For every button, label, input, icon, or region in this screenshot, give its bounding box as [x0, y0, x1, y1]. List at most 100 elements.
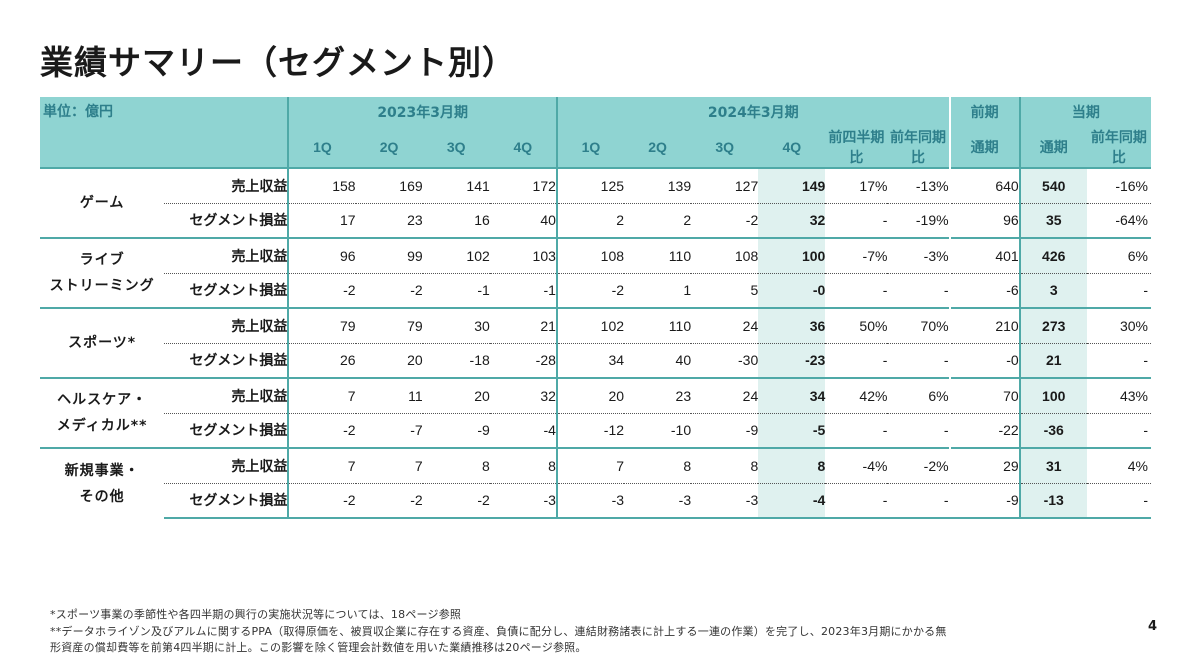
metric-label: セグメント損益: [164, 412, 289, 448]
segment-name: スポーツ*: [40, 307, 165, 378]
footnote-1: *スポーツ事業の季節性や各四半期の興行の実施状況等については、18ページ参照: [50, 608, 462, 621]
fy24-q2-value: 110: [624, 237, 692, 273]
segment-name-line: ライブ: [79, 252, 125, 268]
segment-summary-table: 単位：億円 2023年3月期 2024年3月期 前期 当期 1Q 2Q 3Q 4…: [40, 97, 1151, 519]
fy23-q2-value: 20: [355, 342, 423, 378]
table-header: 単位：億円 2023年3月期 2024年3月期 前期 当期 1Q 2Q 3Q 4…: [40, 97, 1151, 168]
table-row: セグメント損益 -2 -2 -2 -3 -3 -3 -3 -4- - -9 -13-: [40, 482, 1151, 519]
table-row: ライブ ストリーミング 売上収益 96 99 102 103 108 110 108 100 -7% -…: [40, 237, 1151, 308]
fy23-q3-value: -2: [422, 482, 490, 519]
fy24-q3-value: 24: [691, 307, 759, 343]
fy24-q1-value: 102: [555, 307, 625, 343]
fy24-q3-value: -3: [691, 482, 759, 519]
yoy-value: 6%: [887, 377, 950, 413]
yoy-value: -13%: [887, 167, 950, 203]
fy24-q2-value: 110: [624, 307, 692, 343]
fy24-q3-header: 3Q: [691, 127, 759, 168]
cur-yoy-value: -16%: [1086, 167, 1151, 203]
segment-name-line: メディカル**: [56, 418, 148, 434]
fy23-q2-value: 23: [355, 202, 423, 238]
segment-name-line: 新規事業・: [64, 462, 140, 479]
table-body: ゲーム 売上収益 158 169 141 172 125 139 127 149 17% -13% 64…: [40, 167, 1151, 519]
prev-period-header: 前期: [948, 97, 1020, 127]
fy23-q3-value: 141: [422, 167, 490, 203]
fy23-q1-value: 158: [287, 167, 356, 203]
prev-full-year-value: -9: [948, 482, 1020, 519]
fy23-q2-value: -2: [355, 482, 423, 519]
fy23-q3-value: 102: [422, 237, 490, 273]
fy24-q4-header: 4Q: [758, 127, 826, 168]
fy23-q4-value: 21: [489, 307, 557, 343]
fy24-q1-value: 34: [555, 342, 625, 378]
qoq-value: -4%: [825, 447, 888, 483]
fy23-q2-value: 99: [355, 237, 423, 273]
fy23-q4-value: 103: [489, 237, 557, 273]
yoy-header: 前年同期比: [887, 127, 950, 168]
fy23-q4-header: 4Q: [489, 127, 557, 168]
fy23-q3-value: -9: [422, 412, 490, 448]
fy23-q2-value: -7: [355, 412, 423, 448]
table-row: セグメント損益 -2 -7 -9 -4 -12 -10 -9 -5- - -22 -36-: [40, 412, 1151, 448]
footnote-2: **データホライゾン及びアルムに関するPPA（取得原価を、被買収企業に存在する資…: [50, 625, 947, 638]
fy23-q1-value: 7: [287, 447, 356, 483]
yoy-value: -: [887, 412, 950, 448]
fy24-q3-value: 108: [691, 237, 759, 273]
fy24-q2-value: 23: [624, 377, 692, 413]
fy23-q4-value: -4: [489, 412, 557, 448]
fy23-q2-value: -2: [355, 272, 423, 308]
segment-name-line: その他: [79, 488, 125, 505]
fy24-q3-value: 127: [691, 167, 759, 203]
cur-yoy-value: -: [1086, 412, 1151, 448]
fy24-q3-value: -30: [691, 342, 759, 378]
cur-yoy-value: -: [1086, 482, 1151, 519]
fy24-q3-value: -2: [691, 202, 759, 238]
fy23-q4-value: 172: [489, 167, 557, 203]
fy23-q4-value: -1: [489, 272, 557, 308]
table-row: スポーツ* 売上収益 79 79 30 21 102 110 24 36 50% 70% 210 273 3…: [40, 307, 1151, 378]
table-row: ゲーム 売上収益 158 169 141 172 125 139 127 149 17% -13% 64…: [40, 167, 1151, 238]
fy23-q3-value: 30: [422, 307, 490, 343]
fy23-q2-header: 2Q: [355, 127, 423, 168]
fy23-q4-value: 40: [489, 202, 557, 238]
cur-yoy-value: 30%: [1086, 307, 1151, 343]
cur-full-year-value: -13: [1018, 482, 1087, 519]
segment-name: ゲーム: [40, 167, 165, 238]
fy23-q2-value: 169: [355, 167, 423, 203]
segment-name-line: ゲーム: [79, 195, 125, 211]
prev-full-year-value: 210: [948, 307, 1020, 343]
cur-full-year-header: 通期: [1018, 127, 1087, 168]
fy24-q4-value: -0: [758, 272, 826, 308]
yoy-value: -: [887, 272, 950, 308]
prev-full-year-header: 通期: [948, 127, 1020, 168]
metric-label: 売上収益: [164, 237, 289, 273]
fy23-q4-value: -3: [489, 482, 557, 519]
qoq-value: -: [825, 272, 888, 308]
footnote-3: 形資産の償却費等を前第4四半期に計上。この影響を除く管理会計数値を用いた業績推移…: [50, 641, 587, 654]
yoy-value: 70%: [887, 307, 950, 343]
qoq-value: -7%: [825, 237, 888, 273]
fy24-q1-header: 1Q: [555, 127, 625, 168]
cur-full-year-value: 100: [1018, 377, 1087, 413]
table-row: セグメント損益 26 20 -18 -28 34 40 -30 -23- - -0 21-: [40, 342, 1151, 378]
prev-full-year-value: -0: [948, 342, 1020, 378]
fy23-q3-header: 3Q: [422, 127, 490, 168]
prev-full-year-value: 29: [948, 447, 1020, 483]
fy24-q4-value: 36: [758, 307, 826, 343]
fy23-q1-value: -2: [287, 412, 356, 448]
cur-full-year-value: 540: [1018, 167, 1087, 203]
fy23-q1-value: 7: [287, 377, 356, 413]
fy24-q3-value: 24: [691, 377, 759, 413]
prev-full-year-value: -22: [948, 412, 1020, 448]
table-row: セグメント損益 17 23 16 40 2 2 -2 32- -19% 96 35 -64%: [40, 202, 1151, 238]
current-period-header: 当期: [1018, 97, 1151, 127]
segment-name: ライブ ストリーミング: [40, 237, 165, 308]
metric-label: 売上収益: [164, 377, 289, 413]
fy23-q4-value: 8: [489, 447, 557, 483]
fy24-q1-value: 125: [555, 167, 625, 203]
fy24-q2-value: -10: [624, 412, 692, 448]
fy24-q4-value: -23: [758, 342, 826, 378]
metric-label: 売上収益: [164, 167, 289, 203]
fy23-q3-value: -18: [422, 342, 490, 378]
cur-full-year-value: 426: [1018, 237, 1087, 273]
fy24-q2-value: 1: [624, 272, 692, 308]
